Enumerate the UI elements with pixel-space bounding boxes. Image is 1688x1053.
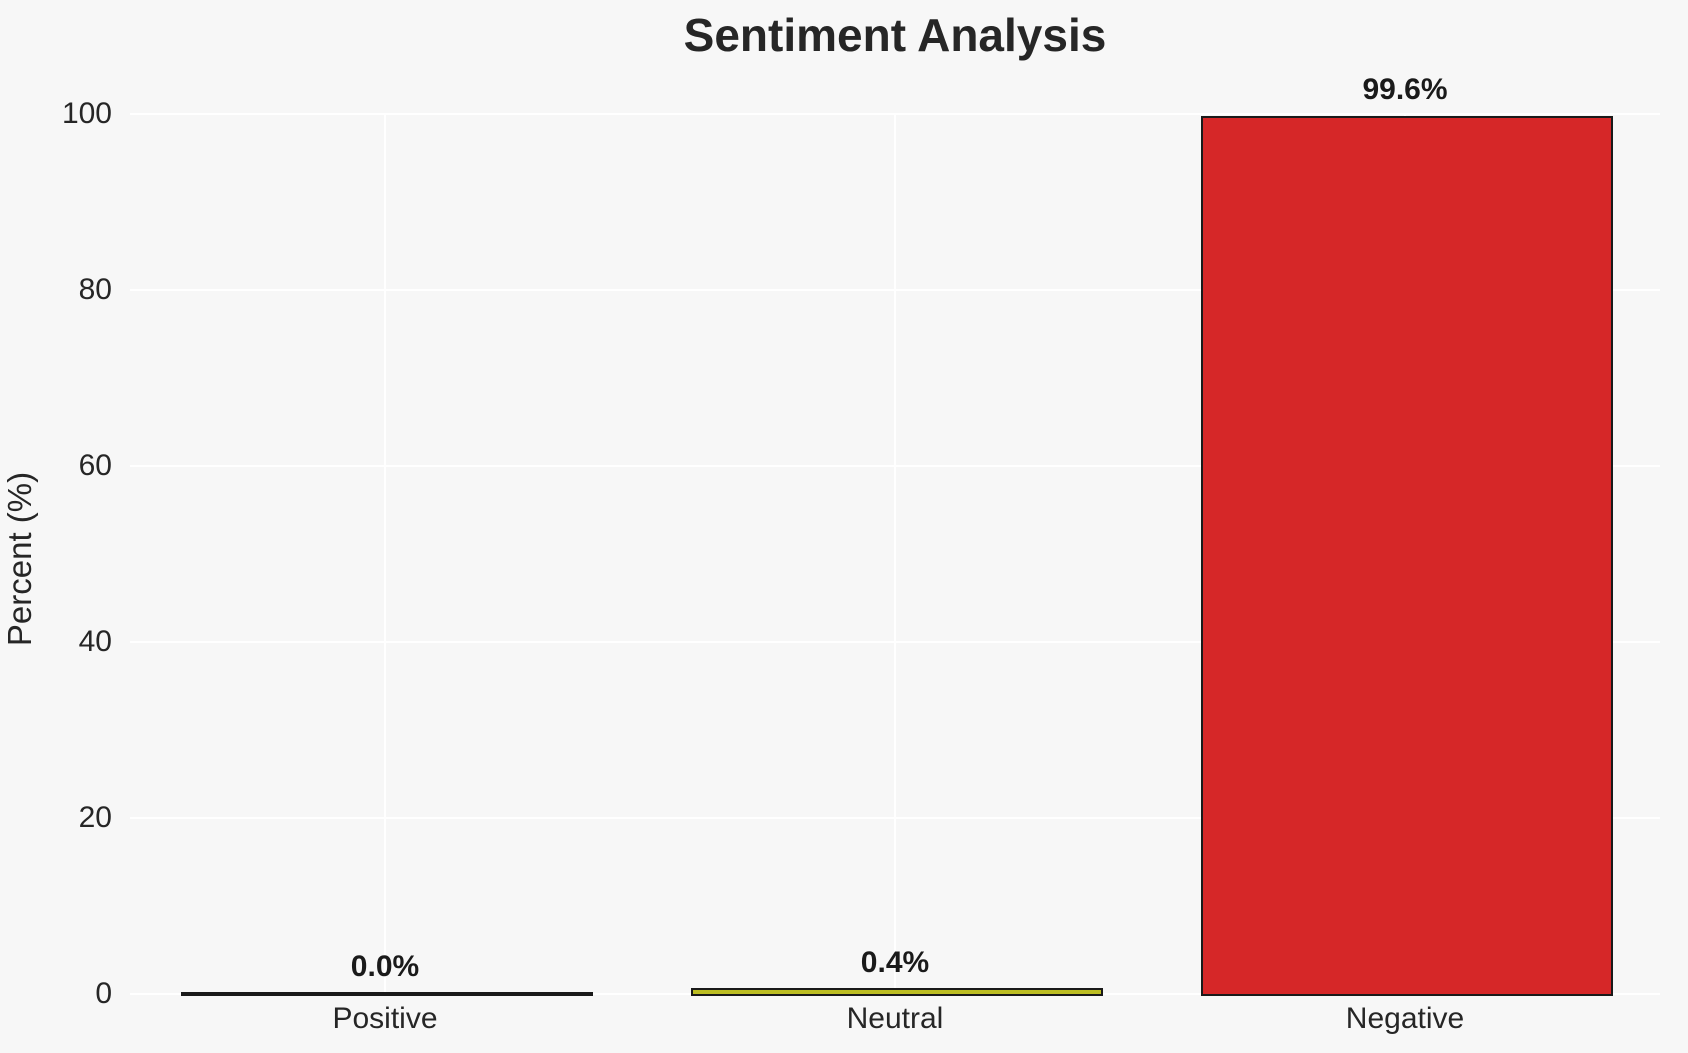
y-tick-label: 0 (95, 977, 112, 1010)
bar-negative (1201, 115, 1613, 996)
y-axis-label: Percent (%) (1, 471, 38, 647)
y-tick-label: 80 (78, 273, 112, 306)
y-tick-label: 20 (78, 801, 112, 834)
bar-value-label-positive: 0.0% (350, 949, 420, 983)
bar-positive (181, 992, 593, 996)
chart-title: Sentiment Analysis (683, 9, 1107, 61)
y-tick-label: 40 (78, 625, 112, 658)
bar-value-label-negative: 99.6% (1362, 73, 1448, 107)
plot-area: 0.0% 0.4% 99.6% (130, 73, 1660, 996)
x-tick-label-negative: Negative (1345, 1002, 1465, 1035)
gridline-vertical (894, 114, 896, 994)
bar-value-label-neutral: 0.4% (860, 945, 930, 979)
gridline-vertical (384, 114, 386, 994)
y-tick-label: 60 (78, 449, 112, 482)
x-tick-label-neutral: Neutral (846, 1002, 944, 1035)
y-tick-label: 100 (61, 97, 112, 130)
x-tick-label-positive: Positive (332, 1002, 438, 1035)
bar-neutral (691, 988, 1103, 996)
